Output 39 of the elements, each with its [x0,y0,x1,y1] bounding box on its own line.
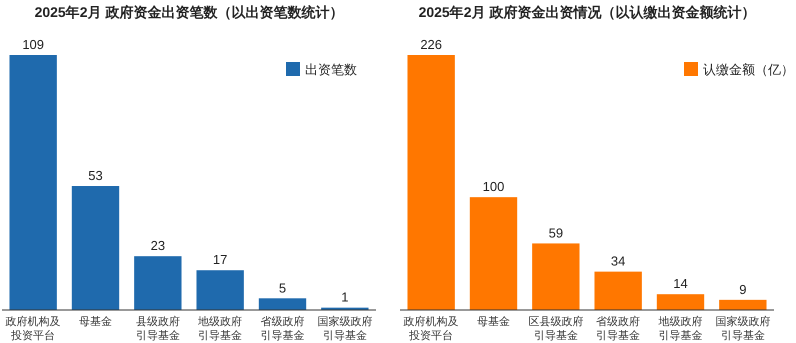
chart-title: 2025年2月 政府资金出资情况（以认缴出资金额统计） [418,4,756,20]
x-tick-label: 国家级政府引导基金 [715,315,770,342]
bar [134,256,182,310]
data-label: 23 [150,238,166,254]
x-tick-label: 县级政府引导基金 [136,315,180,342]
data-label: 9 [739,282,746,297]
data-label: 34 [610,254,626,269]
x-tick-label: 地级政府引导基金 [658,315,702,342]
bar [532,243,580,310]
bar [656,294,704,310]
bar [470,197,518,310]
x-tick-label: 政府机构及投资平台 [404,315,459,342]
bar [407,55,455,310]
data-label: 100 [482,179,504,194]
data-label: 14 [673,276,688,292]
x-tick-label: 地级政府引导基金 [197,315,242,342]
data-label: 59 [548,225,564,240]
chart-title: 2025年2月 政府资金出资笔数（以出资笔数统计） [34,4,344,20]
x-tick-label: 母基金 [79,315,112,328]
data-label: 5 [278,280,286,296]
x-tick-label: 省级政府引导基金 [596,315,640,342]
x-tick-label: 区县级政府引导基金 [528,315,584,342]
bar [719,300,767,310]
data-label: 226 [420,37,442,52]
data-label: 1 [341,290,348,305]
x-tick-label: 省级政府引导基金 [260,315,304,342]
legend-label: 出资笔数 [305,62,357,77]
data-label: 53 [88,168,103,184]
bar [196,270,244,310]
data-label: 109 [22,37,44,52]
bar [72,186,120,310]
x-tick-label: 政府机构及投资平台 [6,315,61,342]
bar [9,55,57,310]
legend-label: 认缴金额（亿） [703,62,794,77]
x-tick-label: 国家级政府引导基金 [317,315,372,342]
data-label: 17 [212,252,228,268]
bar [258,298,306,310]
bar [594,272,642,310]
x-tick-label: 母基金 [477,315,510,328]
